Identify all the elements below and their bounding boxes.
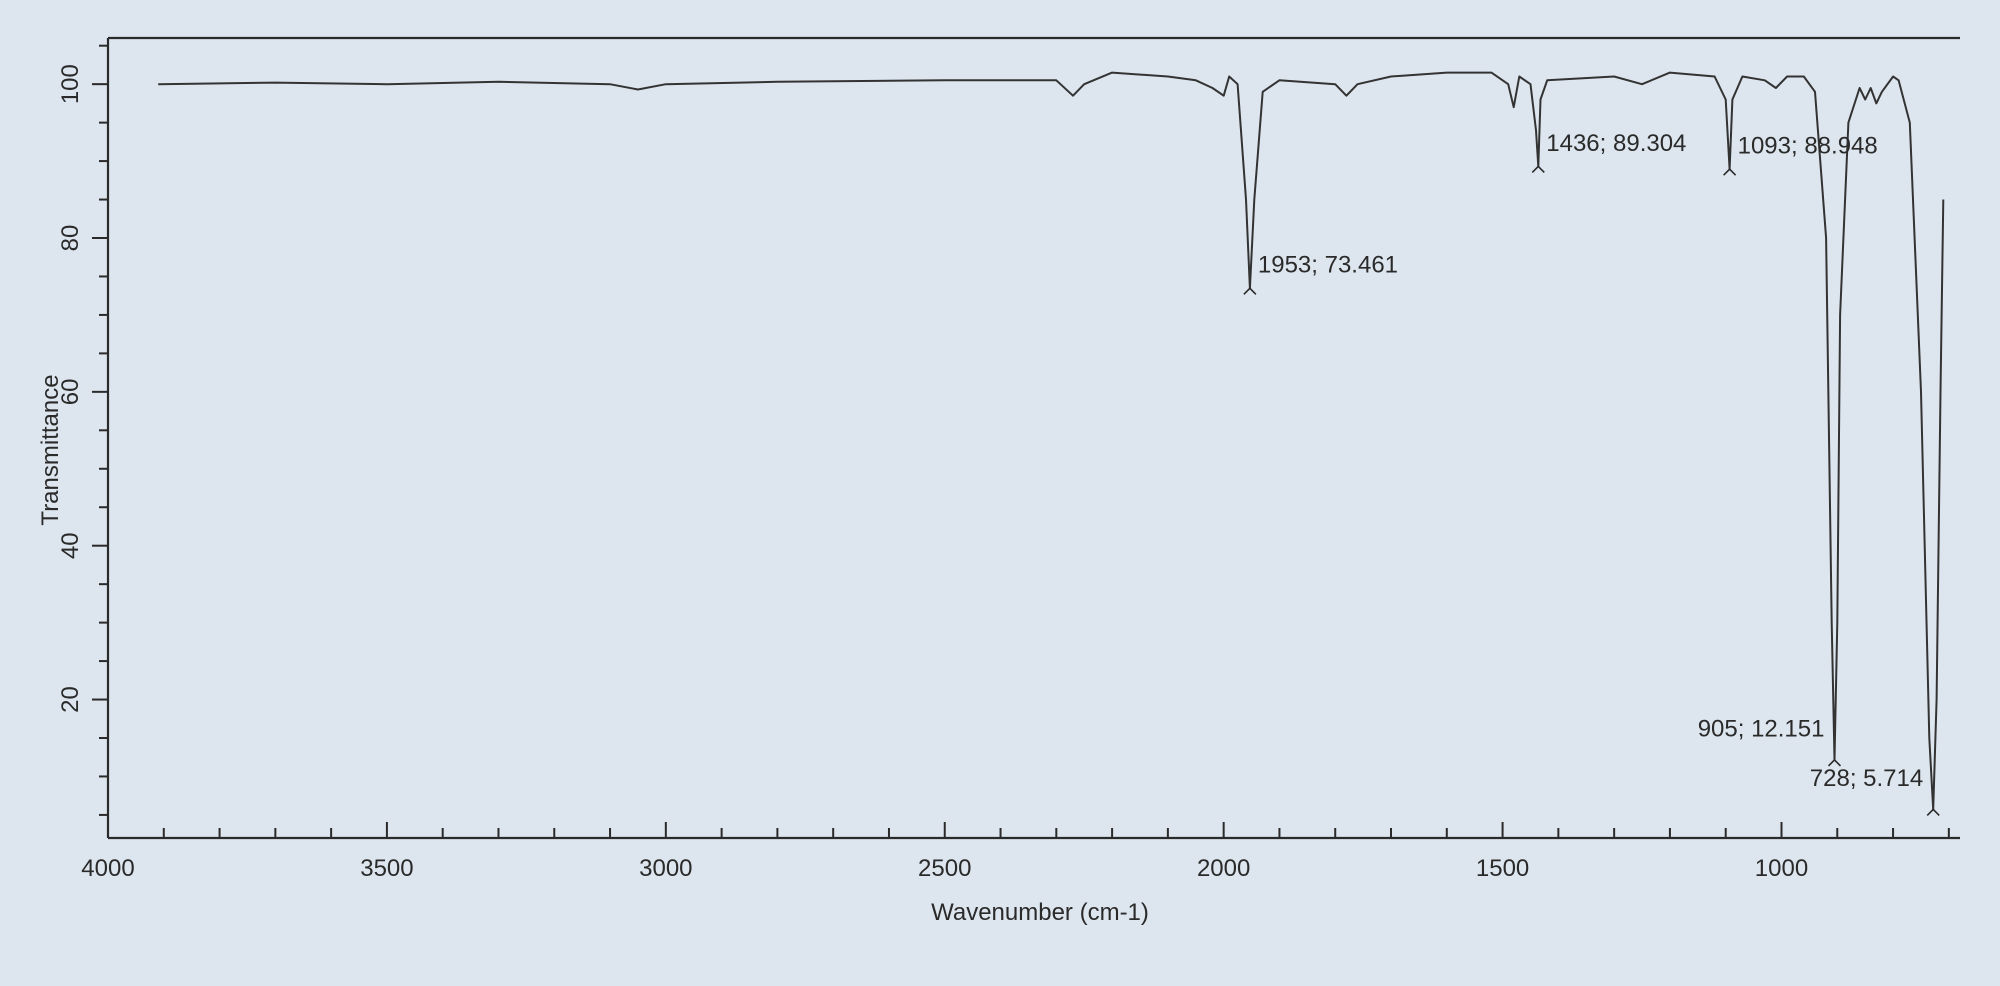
x-tick-label: 4000	[81, 855, 134, 882]
peak-marker	[1827, 758, 1842, 767]
x-tick-label: 3000	[639, 855, 692, 882]
x-axis-label: Wavenumber (cm-1)	[931, 899, 1149, 926]
peak-label: 728; 5.714	[1810, 765, 1923, 792]
peak-marker	[1723, 168, 1737, 176]
spectrum-line	[158, 71, 1945, 811]
peak-label: 1436; 89.304	[1546, 130, 1686, 157]
y-axis-label: Transmittance	[37, 374, 64, 525]
y-tick-label: 100	[57, 64, 84, 104]
x-tick-label: 1500	[1476, 855, 1529, 882]
x-tick-label: 1000	[1755, 855, 1808, 882]
peak-marker	[1531, 165, 1545, 173]
peak-marker	[1243, 287, 1257, 295]
peak-label: 1093; 88.948	[1738, 133, 1878, 160]
x-tick-label: 3500	[360, 855, 413, 882]
y-tick-label: 40	[57, 532, 84, 559]
x-tick-label: 2000	[1197, 855, 1250, 882]
peak-label: 905; 12.151	[1698, 715, 1825, 742]
y-tick-label: 20	[57, 686, 84, 713]
peak-label: 1953; 73.461	[1258, 252, 1398, 279]
x-tick-label: 2500	[918, 855, 971, 882]
y-tick-label: 60	[57, 378, 84, 405]
y-tick-label: 80	[57, 225, 84, 252]
peak-marker	[1926, 808, 1940, 816]
